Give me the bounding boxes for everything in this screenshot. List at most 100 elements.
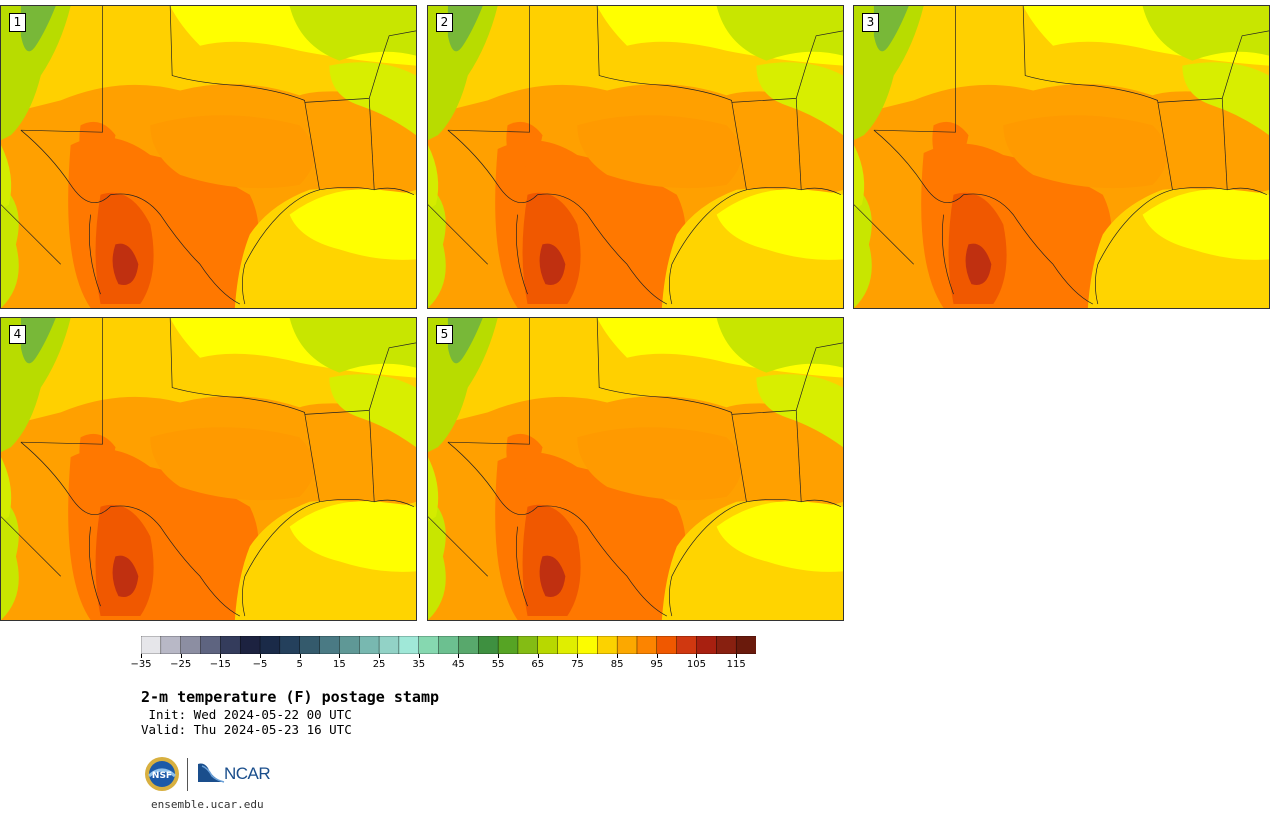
colorbar-tick xyxy=(220,654,222,658)
map-region xyxy=(932,121,969,170)
map-region xyxy=(428,496,446,620)
colorbar-bin xyxy=(537,636,559,654)
map-region xyxy=(20,441,241,617)
map-region xyxy=(20,6,103,133)
colorbar-bin xyxy=(676,636,698,654)
colorbar-tick-label: 95 xyxy=(650,659,664,670)
map-region xyxy=(873,6,956,133)
ensemble-member-map-2: 2 xyxy=(427,5,844,309)
map-region xyxy=(289,189,416,260)
logo-divider xyxy=(187,758,188,791)
temperature-field xyxy=(1,6,416,308)
colorbar-tick-label: −5 xyxy=(252,659,268,670)
map-region xyxy=(1,318,71,453)
map-region xyxy=(447,129,668,305)
map-region xyxy=(289,501,416,572)
sponsor-logos: NSF NCAR xyxy=(144,756,284,796)
map-region xyxy=(1182,62,1269,136)
colorbar-bin xyxy=(378,636,400,654)
map-region xyxy=(1,496,19,620)
map-region xyxy=(795,98,802,190)
temperature-colorbar xyxy=(141,636,756,654)
map-region xyxy=(795,410,802,502)
colorbar-bin xyxy=(438,636,460,654)
map-region xyxy=(304,342,416,415)
map-region xyxy=(428,145,439,210)
map-region xyxy=(368,98,375,190)
colorbar-bin xyxy=(735,636,756,654)
init-time: Init: Wed 2024-05-22 00 UTC xyxy=(141,707,352,722)
colorbar-tick xyxy=(577,654,579,658)
map-region xyxy=(854,204,914,265)
map-region xyxy=(112,555,139,597)
colorbar-bin xyxy=(180,636,202,654)
colorbar-bin xyxy=(696,636,718,654)
member-label: 5 xyxy=(436,325,453,344)
map-region xyxy=(746,186,842,196)
map-region xyxy=(1003,115,1168,189)
map-region xyxy=(596,6,747,190)
map-region xyxy=(20,318,103,445)
colorbar-bin xyxy=(279,636,301,654)
valid-time: Valid: Thu 2024-05-23 16 UTC xyxy=(141,722,352,737)
colorbar-tick xyxy=(537,654,539,658)
map-region xyxy=(731,342,843,415)
map-region xyxy=(20,6,56,52)
map-region xyxy=(241,189,320,305)
colorbar-bin xyxy=(478,636,499,654)
colorbar-bin xyxy=(319,636,341,654)
colorbar-bin xyxy=(259,636,281,654)
map-region xyxy=(506,121,543,170)
map-region xyxy=(873,6,909,52)
colorbar-bin xyxy=(141,636,162,654)
colorbar-bin xyxy=(597,636,618,654)
map-region xyxy=(731,30,843,103)
map-region xyxy=(1,516,61,577)
colorbar-tick-label: 35 xyxy=(412,659,426,670)
map-region xyxy=(596,318,747,502)
map-region xyxy=(1172,186,1268,196)
colorbar-bin xyxy=(577,636,598,654)
member-label: 1 xyxy=(9,13,26,32)
colorbar-bin xyxy=(656,636,678,654)
colorbar-tick xyxy=(458,654,460,658)
temperature-field xyxy=(1,318,416,620)
map-region xyxy=(289,318,416,373)
colorbar-tick xyxy=(299,654,301,658)
colorbar-tick xyxy=(418,654,420,658)
colorbar-bin xyxy=(239,636,261,654)
map-region xyxy=(1142,189,1269,260)
map-region xyxy=(169,6,320,190)
colorbar-bin xyxy=(200,636,222,654)
colorbar-bin xyxy=(359,636,380,654)
map-region xyxy=(539,243,566,285)
map-region xyxy=(428,184,446,308)
svg-text:NSF: NSF xyxy=(152,771,172,781)
map-region xyxy=(1157,30,1269,103)
map-region xyxy=(577,115,742,189)
map-region xyxy=(428,318,498,453)
map-region xyxy=(89,214,101,295)
map-region xyxy=(516,214,528,295)
map-region xyxy=(873,129,1094,305)
ncar-logo-icon xyxy=(198,763,225,783)
map-region xyxy=(1,457,12,522)
map-region xyxy=(1221,98,1228,190)
colorbar-tick xyxy=(498,654,500,658)
colorbar-tick-label: 5 xyxy=(296,659,303,670)
colorbar-tick xyxy=(656,654,658,658)
colorbar-bin xyxy=(458,636,479,654)
map-region xyxy=(1,145,12,210)
colorbar-tick xyxy=(141,654,142,658)
colorbar-tick-label: 65 xyxy=(531,659,545,670)
colorbar-bin xyxy=(517,636,539,654)
product-title: 2-m temperature (F) postage stamp xyxy=(141,688,440,706)
map-region xyxy=(447,6,530,133)
map-region xyxy=(150,115,315,189)
map-region xyxy=(428,6,498,141)
ensemble-member-map-3: 3 xyxy=(853,5,1270,309)
site-url[interactable]: ensemble.ucar.edu xyxy=(151,798,264,811)
colorbar-tick-label: −15 xyxy=(209,659,231,670)
colorbar-tick-label: 105 xyxy=(686,659,707,670)
member-label: 2 xyxy=(436,13,453,32)
